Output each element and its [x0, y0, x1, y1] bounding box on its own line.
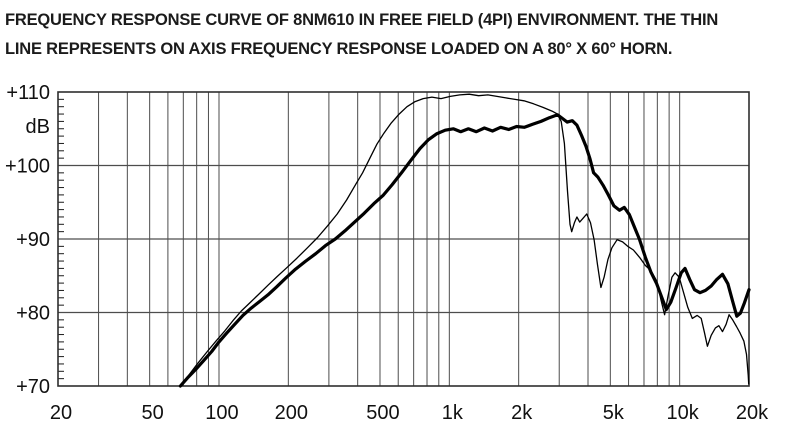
chart-title-line2: LINE REPRESENTS ON AXIS FREQUENCY RESPON…	[5, 40, 673, 58]
y-tick-label: +110	[6, 82, 50, 104]
y-axis-minor-ticks	[58, 98, 64, 380]
chart-title-line1: FREQUENCY RESPONSE CURVE OF 8NM610 IN FR…	[5, 11, 719, 29]
curve-on-axis-horn-loaded-response	[179, 93, 750, 387]
x-tick-label: 100	[205, 402, 238, 424]
grid-layer	[57, 92, 750, 386]
x-tick-label: 500	[366, 402, 399, 424]
y-tick-label: +70	[16, 376, 50, 398]
y-tick-label: +90	[16, 229, 50, 251]
x-tick-label: 50	[142, 402, 164, 424]
curves-layer	[178, 93, 751, 388]
chart-title: FREQUENCY RESPONSE CURVE OF 8NM610 IN FR…	[5, 6, 795, 64]
x-tick-label: 2k	[511, 402, 533, 424]
y-tick-label: +100	[5, 156, 50, 178]
curve-free-field-4pi-response	[178, 113, 751, 388]
x-tick-label: 200	[275, 402, 308, 424]
y-tick-label: +80	[16, 303, 50, 325]
x-tick-label: 20k	[736, 402, 769, 424]
x-tick-label: 20	[50, 402, 72, 424]
x-tick-label: 5k	[603, 402, 625, 424]
plot-frame	[57, 91, 750, 387]
axis-labels: +70 +80 +90 +100 +110 dB 20 50 100 200 500 1k 2k 5k 10…	[5, 82, 769, 424]
y-axis-unit-label: dB	[26, 116, 50, 138]
plot-border	[57, 91, 750, 387]
x-tick-label: 1k	[442, 402, 464, 424]
x-tick-label: 10k	[667, 402, 700, 424]
